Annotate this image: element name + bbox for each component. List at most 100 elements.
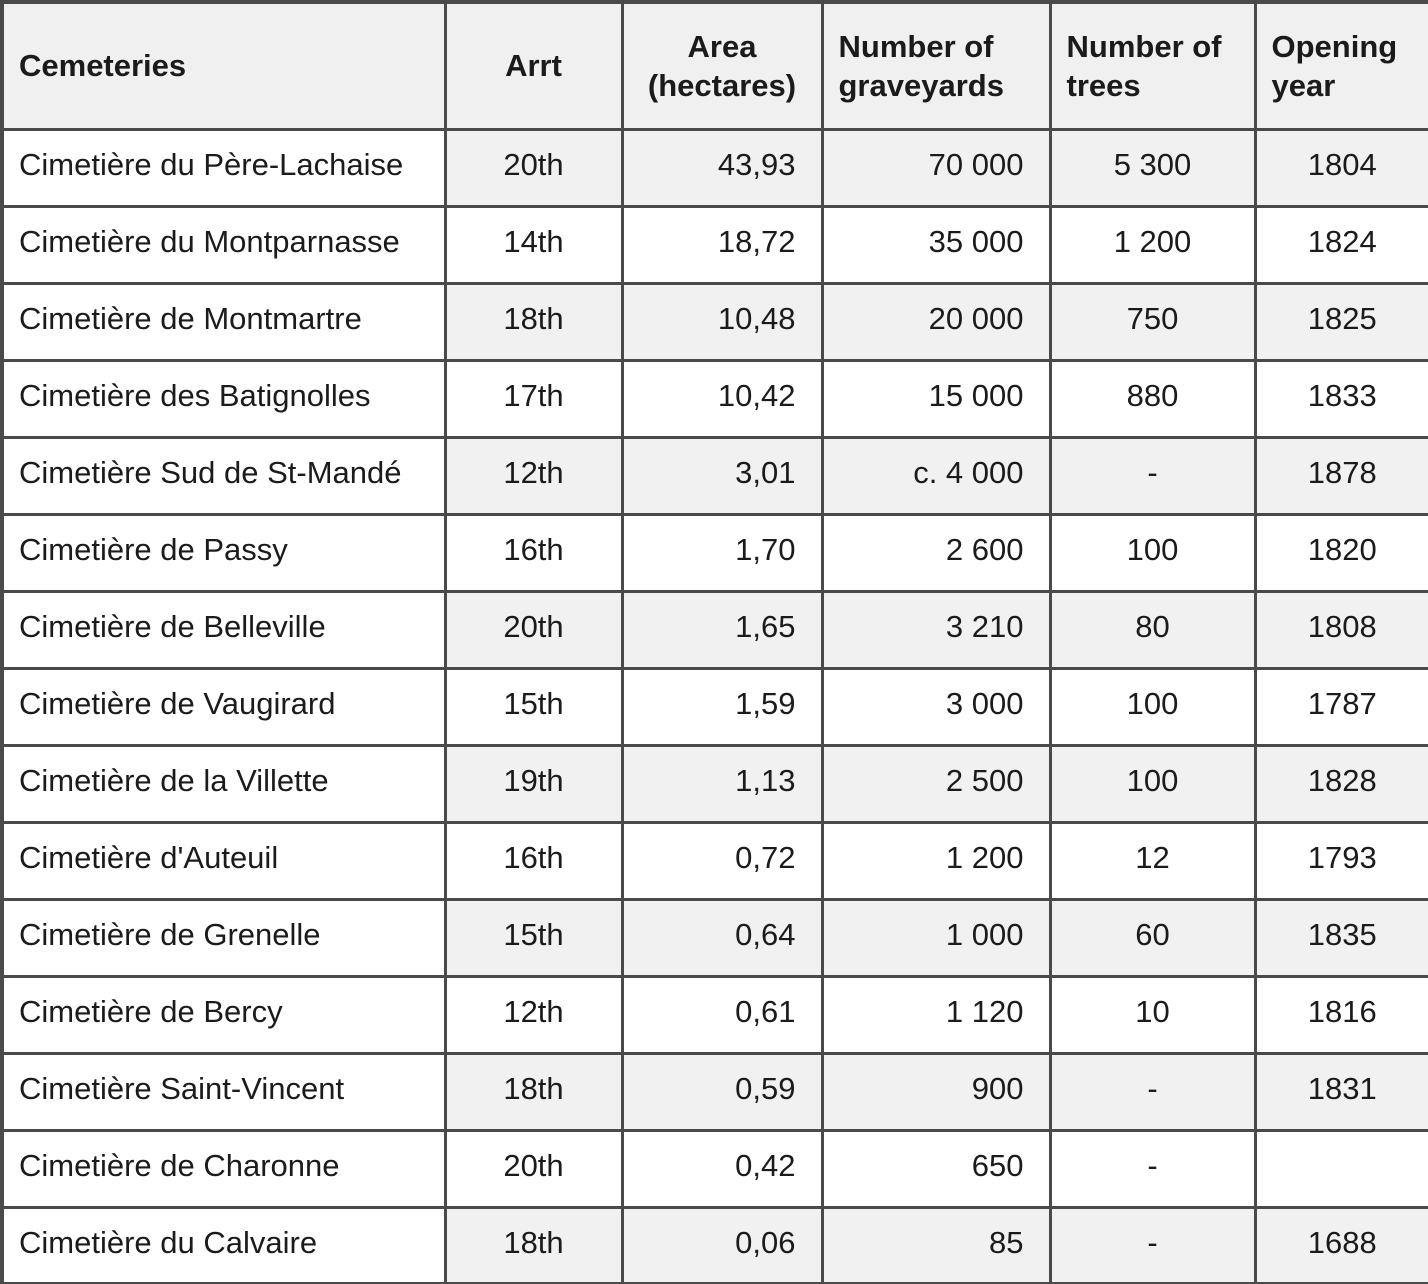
- table-row: Cimetière de Bercy 12th 0,61 1 120 10 1816: [0, 974, 1428, 1055]
- trees-cell: 100: [1048, 743, 1257, 824]
- table-row: Cimetière de Grenelle 15th 0,64 1 000 60 1835: [0, 897, 1428, 978]
- table-row: Cimetière du Calvaire 18th 0,06 85-1688: [0, 1205, 1428, 1284]
- cemetery-name-cell: Cimetière de Passy: [0, 512, 447, 593]
- graveyards-cell: 35 000: [820, 204, 1052, 285]
- arrt-cell: 16th: [443, 820, 624, 901]
- arrt-cell: 20th: [443, 1128, 624, 1209]
- cemetery-name-cell: Cimetière de Bercy: [0, 974, 447, 1055]
- header-cell-area: Area (hectares): [620, 0, 824, 131]
- trees-cell: 100: [1048, 666, 1257, 747]
- area-cell: 0,64: [620, 897, 824, 978]
- graveyards-cell: 15 000: [820, 358, 1052, 439]
- header-row: Cemeteries Arrt Area (hectares) Number of g…: [0, 0, 1428, 131]
- cemetery-name-cell: Cimetière de Charonne: [0, 1128, 447, 1209]
- graveyards-cell: 2 600: [820, 512, 1052, 593]
- year-cell: 1816: [1253, 974, 1428, 1055]
- arrt-cell: 19th: [443, 743, 624, 824]
- area-cell: 1,59: [620, 666, 824, 747]
- arrt-cell: 20th: [443, 127, 624, 208]
- area-cell: 10,42: [620, 358, 824, 439]
- arrt-cell: 12th: [443, 435, 624, 516]
- area-cell: 0,06: [620, 1205, 824, 1284]
- table-row: Cimetière de Vaugirard 15th 1,59 3 000 100 17…: [0, 666, 1428, 747]
- table-row: Cimetière de Charonne 20th 0,42 650-: [0, 1128, 1428, 1209]
- graveyards-cell: 900: [820, 1051, 1052, 1132]
- year-cell: [1253, 1128, 1428, 1209]
- year-cell: 1808: [1253, 589, 1428, 670]
- trees-cell: -: [1048, 1051, 1257, 1132]
- trees-cell: 750: [1048, 281, 1257, 362]
- trees-cell: 880: [1048, 358, 1257, 439]
- graveyards-cell: 85: [820, 1205, 1052, 1284]
- header-cell-arrt: Arrt: [443, 0, 624, 131]
- area-cell: 1,13: [620, 743, 824, 824]
- year-cell: 1878: [1253, 435, 1428, 516]
- table-row: Cimetière d'Auteuil 16th 0,72 1 200 12 1793: [0, 820, 1428, 901]
- area-cell: 0,59: [620, 1051, 824, 1132]
- year-cell: 1831: [1253, 1051, 1428, 1132]
- year-cell: 1804: [1253, 127, 1428, 208]
- cemetery-name-cell: Cimetière du Calvaire: [0, 1205, 447, 1284]
- year-cell: 1787: [1253, 666, 1428, 747]
- table-row: Cimetière Saint-Vincent 18th 0,59 900-1831: [0, 1051, 1428, 1132]
- table-row: Cimetière de la Villette 19th 1,13 2 500 100…: [0, 743, 1428, 824]
- cemetery-name-cell: Cimetière Sud de St-Mandé: [0, 435, 447, 516]
- header-cell-graveyards: Number of graveyards: [820, 0, 1052, 131]
- trees-cell: -: [1048, 435, 1257, 516]
- year-cell: 1824: [1253, 204, 1428, 285]
- table-body: Cimetière du Père-Lachaise 20th 43,93 70 00…: [0, 127, 1428, 1284]
- table-header: Cemeteries Arrt Area (hectares) Number of g…: [0, 0, 1428, 131]
- cemetery-name-cell: Cimetière d'Auteuil: [0, 820, 447, 901]
- trees-cell: 1 200: [1048, 204, 1257, 285]
- arrt-cell: 18th: [443, 1205, 624, 1284]
- year-cell: 1820: [1253, 512, 1428, 593]
- area-cell: 18,72: [620, 204, 824, 285]
- table-row: Cimetière du Montparnasse 14th 18,72 35 000…: [0, 204, 1428, 285]
- table-row: Cimetière des Batignolles 17th 10,42 15 000…: [0, 358, 1428, 439]
- arrt-cell: 15th: [443, 666, 624, 747]
- area-cell: 0,72: [620, 820, 824, 901]
- trees-cell: 5 300: [1048, 127, 1257, 208]
- arrt-cell: 17th: [443, 358, 624, 439]
- graveyards-cell: c. 4 000: [820, 435, 1052, 516]
- area-cell: 43,93: [620, 127, 824, 208]
- year-cell: 1793: [1253, 820, 1428, 901]
- arrt-cell: 20th: [443, 589, 624, 670]
- trees-cell: -: [1048, 1205, 1257, 1284]
- graveyards-cell: 1 120: [820, 974, 1052, 1055]
- cemetery-name-cell: Cimetière de Montmartre: [0, 281, 447, 362]
- graveyards-cell: 2 500: [820, 743, 1052, 824]
- arrt-cell: 15th: [443, 897, 624, 978]
- area-cell: 0,42: [620, 1128, 824, 1209]
- graveyards-cell: 70 000: [820, 127, 1052, 208]
- cemetery-name-cell: Cimetière du Père-Lachaise: [0, 127, 447, 208]
- arrt-cell: 12th: [443, 974, 624, 1055]
- cemetery-name-cell: Cimetière de Grenelle: [0, 897, 447, 978]
- year-cell: 1828: [1253, 743, 1428, 824]
- year-cell: 1688: [1253, 1205, 1428, 1284]
- trees-cell: 60: [1048, 897, 1257, 978]
- header-cell-trees: Number of trees: [1048, 0, 1257, 131]
- area-cell: 10,48: [620, 281, 824, 362]
- trees-cell: -: [1048, 1128, 1257, 1209]
- cemetery-name-cell: Cimetière de la Villette: [0, 743, 447, 824]
- graveyards-cell: 650: [820, 1128, 1052, 1209]
- cemetery-name-cell: Cimetière du Montparnasse: [0, 204, 447, 285]
- graveyards-cell: 3 210: [820, 589, 1052, 670]
- table-row: Cimetière du Père-Lachaise 20th 43,93 70 00…: [0, 127, 1428, 208]
- trees-cell: 100: [1048, 512, 1257, 593]
- trees-cell: 10: [1048, 974, 1257, 1055]
- year-cell: 1835: [1253, 897, 1428, 978]
- trees-cell: 80: [1048, 589, 1257, 670]
- graveyards-cell: 20 000: [820, 281, 1052, 362]
- cemetery-name-cell: Cimetière de Belleville: [0, 589, 447, 670]
- arrt-cell: 16th: [443, 512, 624, 593]
- cemetery-name-cell: Cimetière de Vaugirard: [0, 666, 447, 747]
- graveyards-cell: 1 200: [820, 820, 1052, 901]
- cemetery-name-cell: Cimetière Saint-Vincent: [0, 1051, 447, 1132]
- arrt-cell: 14th: [443, 204, 624, 285]
- graveyards-cell: 3 000: [820, 666, 1052, 747]
- table-row: Cimetière de Montmartre 18th 10,48 20 000 75…: [0, 281, 1428, 362]
- year-cell: 1825: [1253, 281, 1428, 362]
